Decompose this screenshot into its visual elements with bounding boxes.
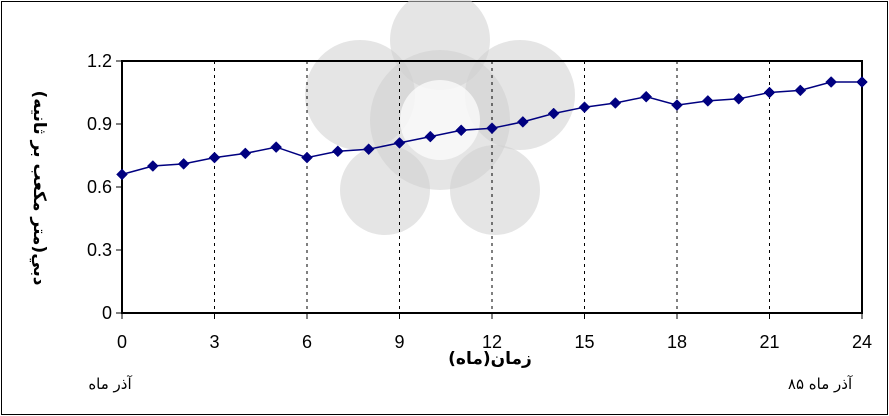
- x-tick-label: 24: [852, 332, 872, 352]
- data-point: [640, 90, 653, 103]
- data-point: [794, 84, 807, 97]
- data-point: [301, 151, 313, 164]
- y-axis-label: دبي(متر مكعب بر ثانيه): [29, 90, 49, 285]
- x-axis-ticks: 0 3 6 9 12 15 18 21 24: [117, 313, 872, 352]
- x-axis-label: زمان(ماه): [448, 349, 532, 369]
- data-point: [116, 168, 128, 181]
- watermark-ornament: [305, 0, 575, 235]
- y-tick-label: 0.9: [87, 114, 112, 134]
- data-point: [578, 101, 591, 114]
- data-point: [486, 122, 498, 135]
- y-tick-label: 0.6: [87, 177, 112, 197]
- y-tick-label: 0: [102, 303, 112, 323]
- start-date-annotation: آذر ماه: [88, 375, 132, 393]
- x-tick-label: 18: [667, 332, 687, 352]
- y-tick-label: 0.3: [87, 240, 112, 260]
- vertical-gridlines: [214, 61, 770, 313]
- data-point: [732, 92, 745, 105]
- data-point: [671, 99, 683, 111]
- data-point: [177, 158, 190, 170]
- x-tick-label: 15: [574, 332, 594, 352]
- x-tick-label: 12: [482, 332, 502, 352]
- data-point: [825, 76, 838, 88]
- x-tick-label: 6: [302, 332, 312, 352]
- data-point: [239, 147, 252, 160]
- end-date-annotation: آذر ماه ۸۵: [788, 375, 853, 393]
- data-point: [424, 130, 437, 143]
- x-tick-label: 21: [759, 332, 779, 352]
- series-line-group: [116, 76, 868, 181]
- x-tick-label: 0: [117, 332, 127, 352]
- data-point: [609, 97, 622, 109]
- data-point: [701, 95, 714, 107]
- data-point: [208, 151, 221, 164]
- data-point: [516, 116, 529, 128]
- data-point: [270, 141, 283, 153]
- data-point: [856, 76, 868, 88]
- data-point: [393, 137, 406, 149]
- data-point: [763, 86, 776, 99]
- data-point: [455, 124, 468, 137]
- y-axis-ticks: 0 0.3 0.6 0.9 1.2: [87, 51, 122, 323]
- x-tick-label: 3: [209, 332, 219, 352]
- x-tick-label: 9: [394, 332, 404, 352]
- data-point: [362, 143, 375, 156]
- data-point: [547, 107, 560, 120]
- y-tick-label: 1.2: [87, 51, 112, 71]
- data-point: [331, 145, 344, 158]
- data-point: [146, 160, 159, 172]
